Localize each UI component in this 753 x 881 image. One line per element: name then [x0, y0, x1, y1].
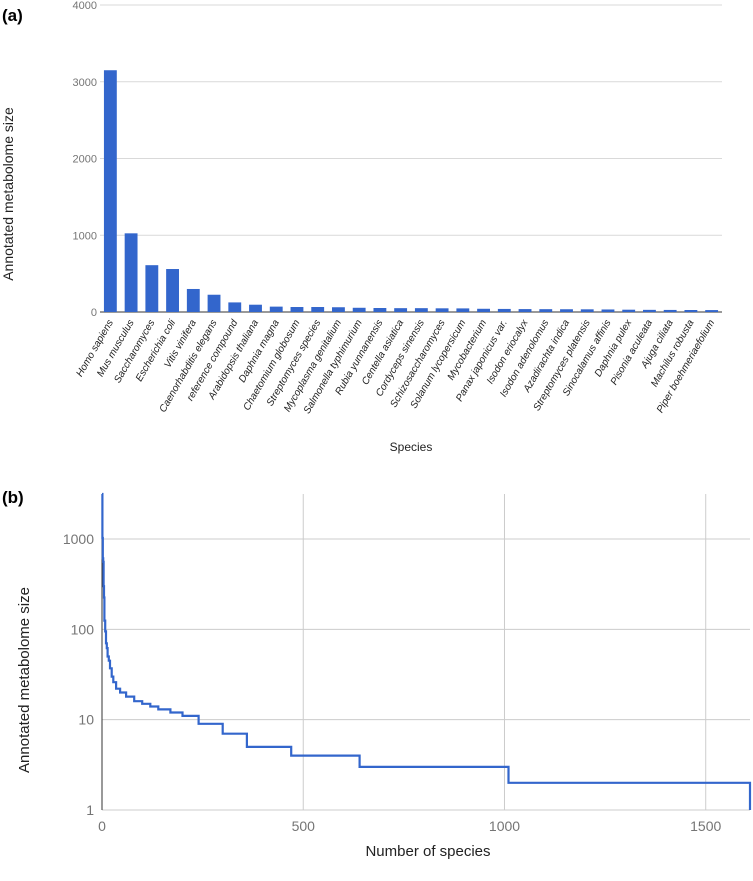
- chart-b: 1 10 100 1000 0 500 1000 1500 Number of species A…: [16, 492, 752, 860]
- bar: [124, 233, 138, 312]
- bar: [373, 308, 387, 312]
- bar: [228, 302, 242, 312]
- bar: [622, 309, 636, 312]
- y-axis-title: Annotated metabolome size: [0, 107, 16, 281]
- bar: [560, 309, 573, 312]
- bar: [643, 309, 656, 312]
- y-tick-label: 4000: [73, 0, 97, 12]
- x-axis-title: Species: [390, 440, 433, 454]
- bar: [332, 307, 345, 312]
- y-axis-title: Annotated metabolome size: [16, 587, 33, 773]
- bar: [145, 265, 159, 312]
- bar: [601, 309, 615, 312]
- y-tick-label: 1: [86, 802, 94, 818]
- y-tick-label: 0: [91, 307, 97, 319]
- series-line: [101, 492, 752, 810]
- bar: [705, 310, 719, 312]
- bar: [435, 308, 449, 312]
- bar: [290, 307, 304, 312]
- bar: [663, 309, 677, 312]
- y-tick-label: 1000: [73, 230, 97, 242]
- bar: [456, 308, 470, 312]
- bar: [394, 308, 408, 312]
- bar: [684, 310, 698, 312]
- bar: [103, 70, 117, 312]
- x-axis-title: Number of species: [365, 843, 490, 860]
- y-tick-label: 1000: [63, 531, 94, 547]
- x-tick-label: 1500: [690, 818, 721, 834]
- y-tick-label: 2000: [73, 154, 97, 166]
- bar: [207, 294, 221, 312]
- y-tick-label: 3000: [73, 77, 97, 89]
- bar: [580, 309, 594, 312]
- bar: [311, 307, 325, 312]
- x-tick-label: 0: [98, 818, 106, 834]
- bar: [477, 308, 490, 312]
- bar: [269, 306, 283, 312]
- y-tick-label: 100: [71, 621, 95, 637]
- bar: [186, 288, 200, 312]
- bar: [539, 309, 553, 312]
- x-tick-label: 500: [292, 818, 316, 834]
- bar: [414, 308, 428, 312]
- bar: [518, 309, 532, 312]
- panel-label-b: (b): [2, 488, 24, 507]
- bar: [166, 269, 179, 312]
- bar: [352, 307, 366, 312]
- x-tick-label: 1000: [489, 818, 520, 834]
- panel-label-a: (a): [2, 6, 23, 25]
- bar: [249, 304, 262, 312]
- y-tick-label: 10: [78, 712, 94, 728]
- bar: [497, 308, 511, 312]
